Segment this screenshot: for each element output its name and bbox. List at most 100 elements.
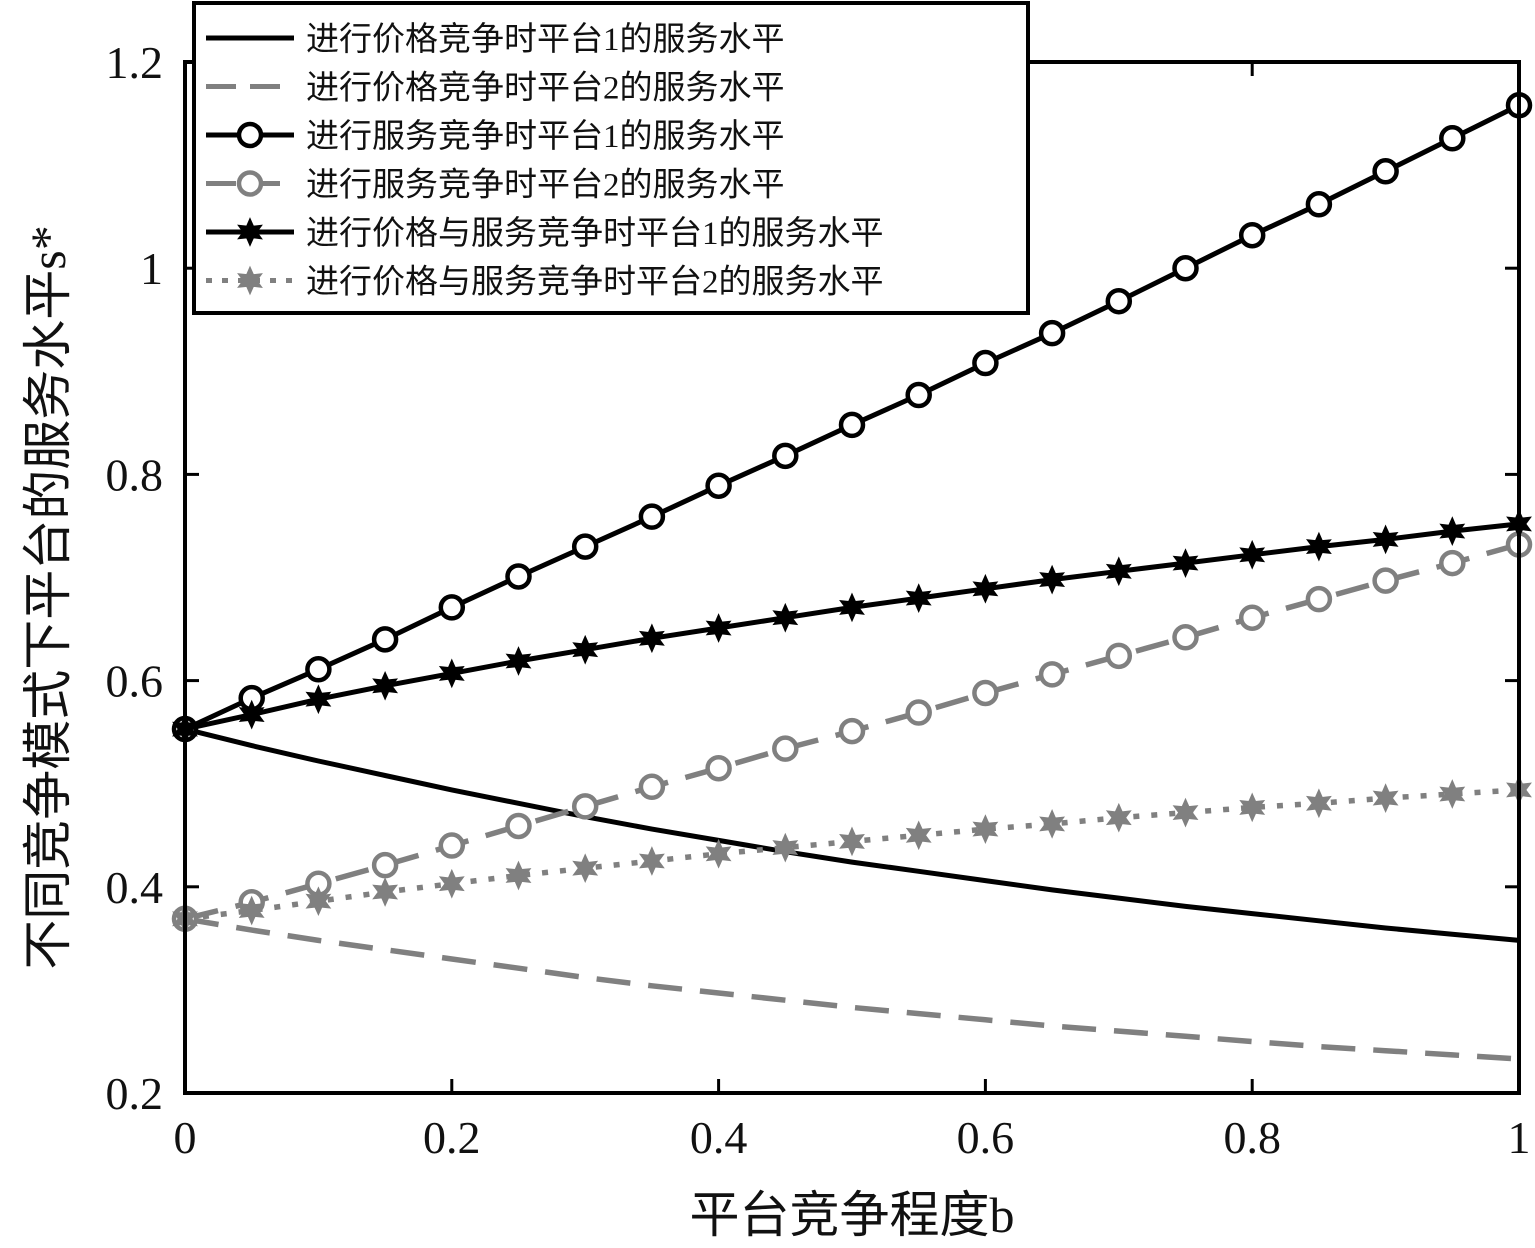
x-tick-label: 0.6 bbox=[957, 1112, 1015, 1163]
data-point bbox=[572, 853, 599, 884]
data-point bbox=[638, 503, 666, 530]
data-point bbox=[505, 812, 532, 840]
data-point bbox=[772, 442, 799, 470]
y-axis-title: 不同竞争模式下平台的服务水平s* bbox=[20, 225, 76, 969]
legend-item: 进行价格竞争时平台1的服务水平 bbox=[206, 21, 785, 58]
series-6 bbox=[172, 775, 1532, 934]
data-point bbox=[772, 602, 799, 633]
data-point bbox=[972, 349, 999, 377]
data-point bbox=[839, 826, 865, 857]
data-point bbox=[972, 573, 999, 604]
data-point bbox=[705, 754, 732, 782]
data-point bbox=[1105, 556, 1132, 587]
data-point bbox=[1039, 564, 1066, 595]
data-point bbox=[905, 381, 932, 409]
legend-marker bbox=[237, 265, 263, 296]
series-3 bbox=[171, 92, 1533, 743]
data-point bbox=[1239, 792, 1266, 823]
data-point bbox=[305, 656, 332, 683]
y-tick-label: 0.6 bbox=[106, 656, 164, 707]
data-point bbox=[972, 814, 999, 844]
data-point bbox=[1105, 287, 1133, 315]
data-point bbox=[1039, 809, 1066, 839]
legend-label: 进行价格与服务竞争时平台2的服务水平 bbox=[306, 264, 884, 301]
data-point bbox=[438, 832, 466, 859]
legend-marker bbox=[236, 170, 264, 197]
legend-marker bbox=[237, 217, 263, 247]
x-tick-label: 0.4 bbox=[690, 1112, 748, 1163]
data-point bbox=[371, 851, 399, 879]
y-tick-label: 0.4 bbox=[106, 862, 164, 913]
y-tick-label: 1 bbox=[140, 243, 163, 294]
data-point bbox=[838, 717, 866, 745]
data-point bbox=[1305, 191, 1333, 218]
series-1 bbox=[184, 726, 1520, 943]
data-point bbox=[1439, 549, 1466, 577]
data-point bbox=[1105, 642, 1133, 670]
legend: 进行价格竞争时平台1的服务水平进行价格竞争时平台2的服务水平进行服务竞争时平台1… bbox=[192, 1, 1030, 315]
data-point bbox=[972, 679, 999, 707]
y-tick-label: 0.2 bbox=[106, 1068, 164, 1119]
data-point bbox=[838, 411, 866, 439]
legend-label: 进行价格竞争时平台2的服务水平 bbox=[306, 70, 785, 107]
data-point bbox=[1439, 779, 1466, 809]
data-point bbox=[1172, 548, 1199, 578]
data-point bbox=[1305, 531, 1332, 562]
legend-label: 进行服务竞争时平台1的服务水平 bbox=[306, 118, 785, 155]
data-point bbox=[1439, 516, 1466, 546]
data-point bbox=[372, 670, 399, 701]
series-2 bbox=[184, 916, 1520, 1062]
data-point bbox=[705, 613, 732, 643]
x-tick-label: 1 bbox=[1508, 1112, 1531, 1163]
data-point bbox=[638, 846, 665, 876]
legend-label: 进行价格与服务竞争时平台1的服务水平 bbox=[306, 215, 884, 252]
legend-item: 进行价格与服务竞争时平台1的服务水平 bbox=[206, 215, 884, 252]
x-tick-label: 0 bbox=[174, 1112, 197, 1163]
x-axis-title: 平台竞争程度b bbox=[690, 1187, 1015, 1243]
data-point bbox=[1305, 788, 1332, 819]
legend-box bbox=[192, 1, 1030, 315]
data-point bbox=[905, 820, 932, 851]
data-point bbox=[1372, 783, 1399, 813]
data-point bbox=[638, 773, 666, 801]
data-point bbox=[238, 895, 265, 926]
series-4 bbox=[171, 531, 1533, 933]
data-point bbox=[438, 594, 466, 621]
data-point bbox=[638, 623, 665, 654]
x-tick-label: 0.2 bbox=[423, 1112, 481, 1163]
data-point bbox=[305, 886, 332, 917]
data-point bbox=[1172, 254, 1199, 282]
y-tick-label: 1.2 bbox=[106, 37, 164, 88]
data-point bbox=[505, 563, 532, 590]
data-point bbox=[1372, 567, 1399, 594]
data-point bbox=[571, 533, 599, 560]
data-point bbox=[305, 684, 332, 715]
data-point bbox=[905, 583, 932, 613]
legend-item: 进行价格与服务竞争时平台2的服务水平 bbox=[206, 264, 884, 301]
data-point bbox=[371, 626, 399, 653]
data-point bbox=[1239, 539, 1266, 570]
legend-marker bbox=[236, 121, 264, 149]
data-point bbox=[505, 646, 532, 676]
data-point bbox=[1172, 624, 1199, 651]
legend-item: 进行服务竞争时平台2的服务水平 bbox=[206, 167, 785, 204]
data-point bbox=[571, 793, 599, 820]
data-point bbox=[705, 472, 732, 499]
data-point bbox=[438, 658, 465, 689]
data-point bbox=[1372, 524, 1399, 555]
axis-tick-labels: 0 0.2 0.4 0.6 0.8 10.20.40.60.811.2 bbox=[106, 37, 1531, 1163]
data-point bbox=[1038, 319, 1066, 347]
data-point bbox=[1238, 221, 1266, 249]
data-point bbox=[372, 877, 399, 907]
data-point bbox=[1372, 158, 1399, 185]
data-point bbox=[1439, 125, 1466, 152]
data-point bbox=[905, 699, 932, 726]
y-tick-label: 0.8 bbox=[106, 449, 164, 500]
series-layer bbox=[171, 92, 1533, 1062]
legend-item: 进行价格竞争时平台2的服务水平 bbox=[206, 70, 785, 107]
data-point bbox=[438, 868, 465, 899]
data-point bbox=[772, 832, 799, 863]
data-point bbox=[238, 699, 265, 730]
series-line bbox=[184, 916, 1520, 1062]
